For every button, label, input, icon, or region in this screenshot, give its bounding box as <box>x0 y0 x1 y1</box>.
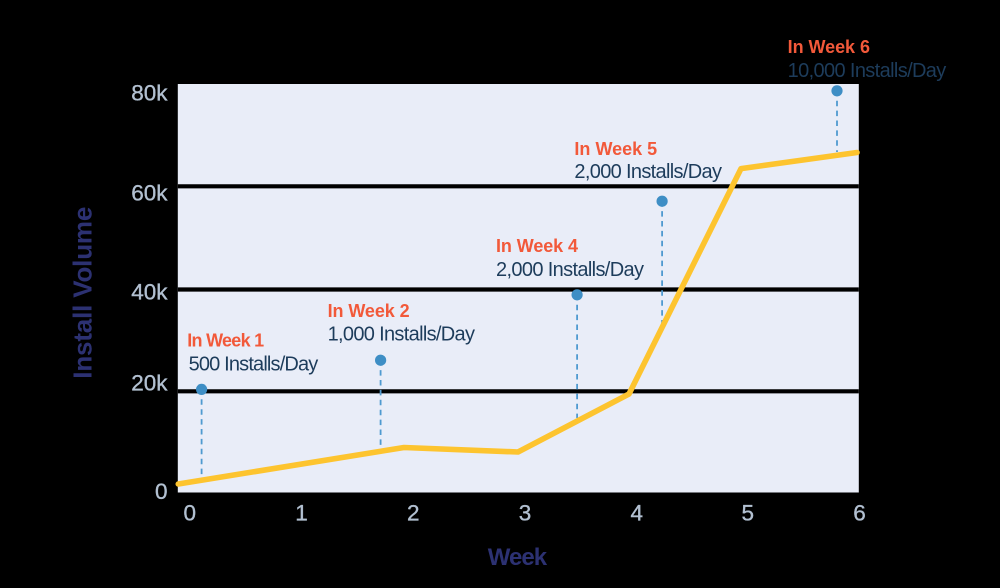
svg-text:6: 6 <box>853 500 866 525</box>
svg-text:In Week 5: In Week 5 <box>574 139 657 159</box>
svg-text:In Week 2: In Week 2 <box>328 301 410 321</box>
svg-text:4: 4 <box>631 500 644 525</box>
svg-text:0: 0 <box>184 500 197 525</box>
svg-text:5: 5 <box>742 500 755 525</box>
svg-text:In Week 4: In Week 4 <box>496 236 578 256</box>
svg-text:0: 0 <box>155 479 168 504</box>
svg-text:2,000 Installs/Day: 2,000 Installs/Day <box>574 161 722 183</box>
svg-text:40k: 40k <box>131 280 168 305</box>
svg-text:In Week 1: In Week 1 <box>187 331 264 351</box>
svg-text:10,000 Installs/Day: 10,000 Installs/Day <box>788 60 947 82</box>
svg-text:2,000 Installs/Day: 2,000 Installs/Day <box>496 259 644 281</box>
svg-text:1: 1 <box>295 500 308 525</box>
svg-text:3: 3 <box>519 500 532 525</box>
svg-text:Install Volume: Install Volume <box>68 207 98 379</box>
svg-text:1,000 Installs/Day: 1,000 Installs/Day <box>328 324 475 346</box>
svg-text:In Week 6: In Week 6 <box>788 37 870 57</box>
svg-text:80k: 80k <box>131 81 168 106</box>
svg-text:Week: Week <box>488 544 548 571</box>
svg-text:20k: 20k <box>131 370 168 395</box>
svg-text:60k: 60k <box>131 181 168 206</box>
svg-text:2: 2 <box>407 500 420 525</box>
svg-text:500 Installs/Day: 500 Installs/Day <box>189 353 319 375</box>
